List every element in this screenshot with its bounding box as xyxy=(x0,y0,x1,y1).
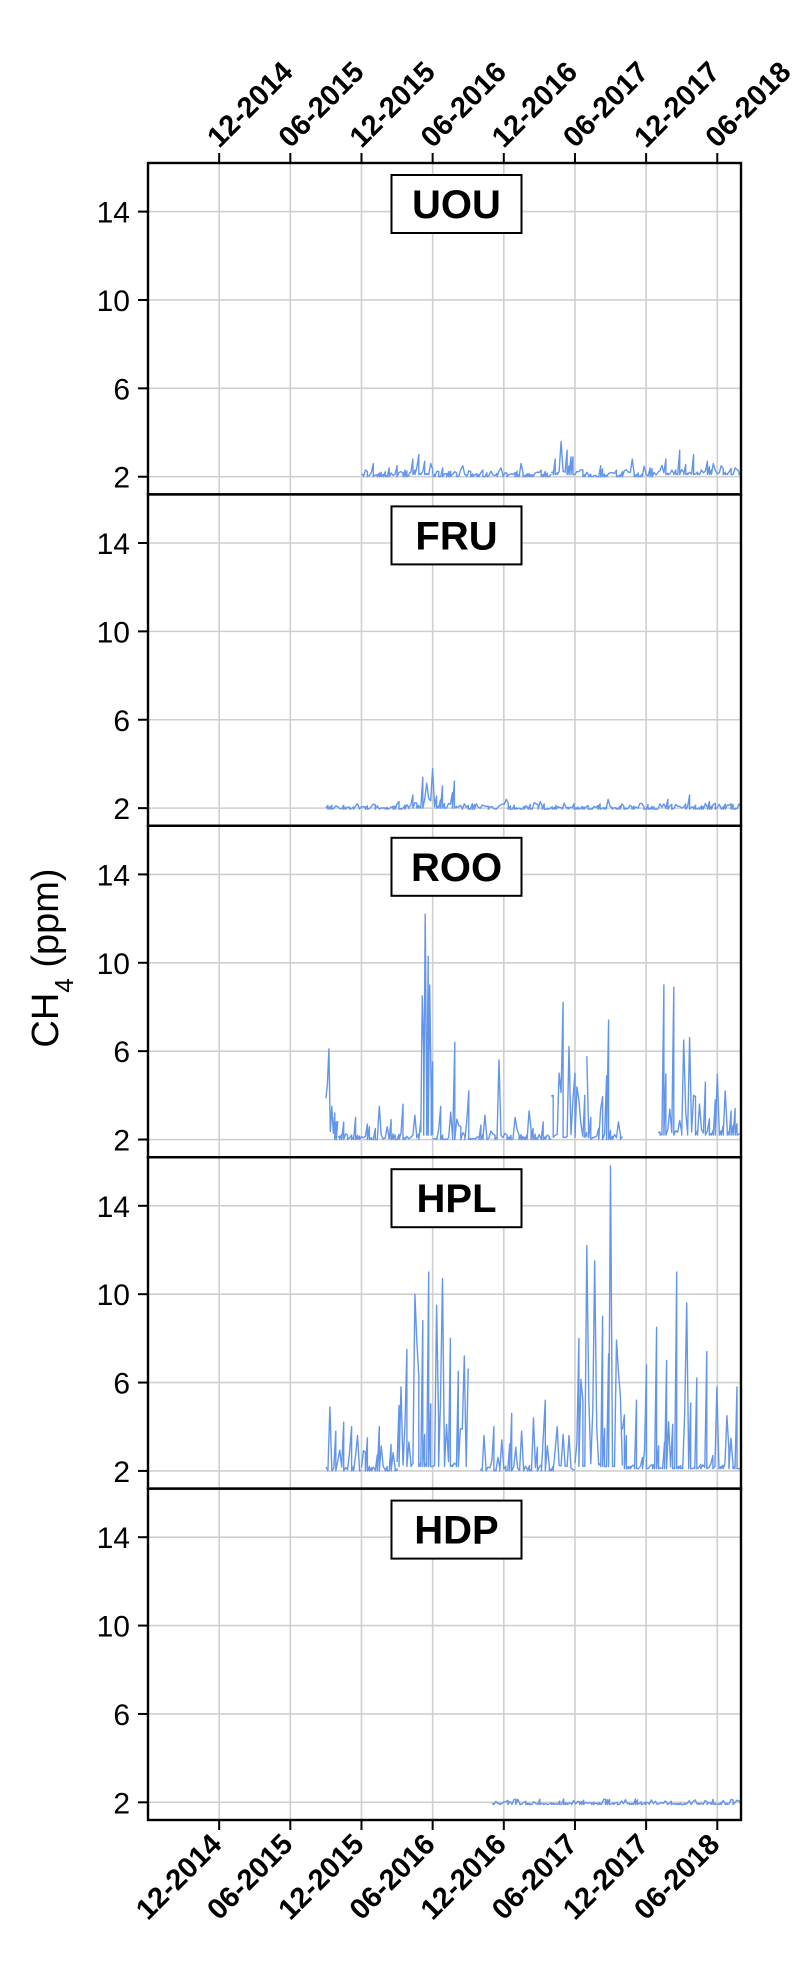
series-layer xyxy=(325,440,742,1806)
y-axis-label-main: CH xyxy=(25,993,67,1048)
series-line-uou xyxy=(361,440,742,478)
panel-label-box xyxy=(390,505,523,566)
panel-label-box xyxy=(390,1168,523,1229)
grid-layer xyxy=(148,163,741,1820)
series-line-hpl xyxy=(325,1165,741,1472)
y-tick-label: 2 xyxy=(113,1456,130,1489)
panel-label-box xyxy=(390,174,523,234)
y-tick-label: 2 xyxy=(113,1787,130,1820)
y-tick-label: 10 xyxy=(97,1279,130,1312)
y-tick-label: 14 xyxy=(97,1191,130,1224)
y-tick-label: 14 xyxy=(97,859,130,892)
frame-layer xyxy=(138,153,743,1830)
y-tick-label: 6 xyxy=(113,1699,130,1732)
y-tick-label: 10 xyxy=(97,948,130,981)
y-axis-label-unit: (ppm) xyxy=(25,868,67,978)
series-line-fru xyxy=(325,767,742,810)
panel-label: HPL xyxy=(417,1177,497,1221)
y-tick-label: 6 xyxy=(113,1368,130,1401)
panel-label-box xyxy=(390,836,523,897)
panel-frame xyxy=(146,1487,743,1822)
panel-label-box xyxy=(390,1499,523,1560)
y-tick-label: 6 xyxy=(113,705,130,738)
y-tick-label: 14 xyxy=(97,1522,130,1555)
text-layer: 2 6 10 14 UOU 2 6 10 14 FRU 2 6 10 14 ROO 2 6 10 14 HPL 2 6 10… xyxy=(97,56,798,1926)
y-axis-label-subscript: 4 xyxy=(49,978,79,992)
panel-label: ROO xyxy=(411,846,502,890)
y-axis-label: CH4 (ppm) xyxy=(25,868,79,1047)
y-tick-label: 10 xyxy=(97,1611,130,1644)
y-tick-label: 10 xyxy=(97,616,130,649)
panel-label: UOU xyxy=(412,183,501,227)
panel-label: HDP xyxy=(414,1509,498,1553)
y-tick-label: 10 xyxy=(97,285,130,318)
series-line-hdp xyxy=(491,1798,742,1806)
series-line-roo xyxy=(325,913,742,1141)
y-tick-label: 2 xyxy=(113,1125,130,1158)
y-tick-label: 2 xyxy=(113,793,130,826)
y-tick-label: 14 xyxy=(97,197,130,230)
y-tick-label: 6 xyxy=(113,373,130,406)
y-tick-label: 6 xyxy=(113,1036,130,1069)
y-tick-label: 2 xyxy=(113,462,130,495)
panel-label: FRU xyxy=(415,514,497,558)
y-tick-label: 14 xyxy=(97,528,130,561)
